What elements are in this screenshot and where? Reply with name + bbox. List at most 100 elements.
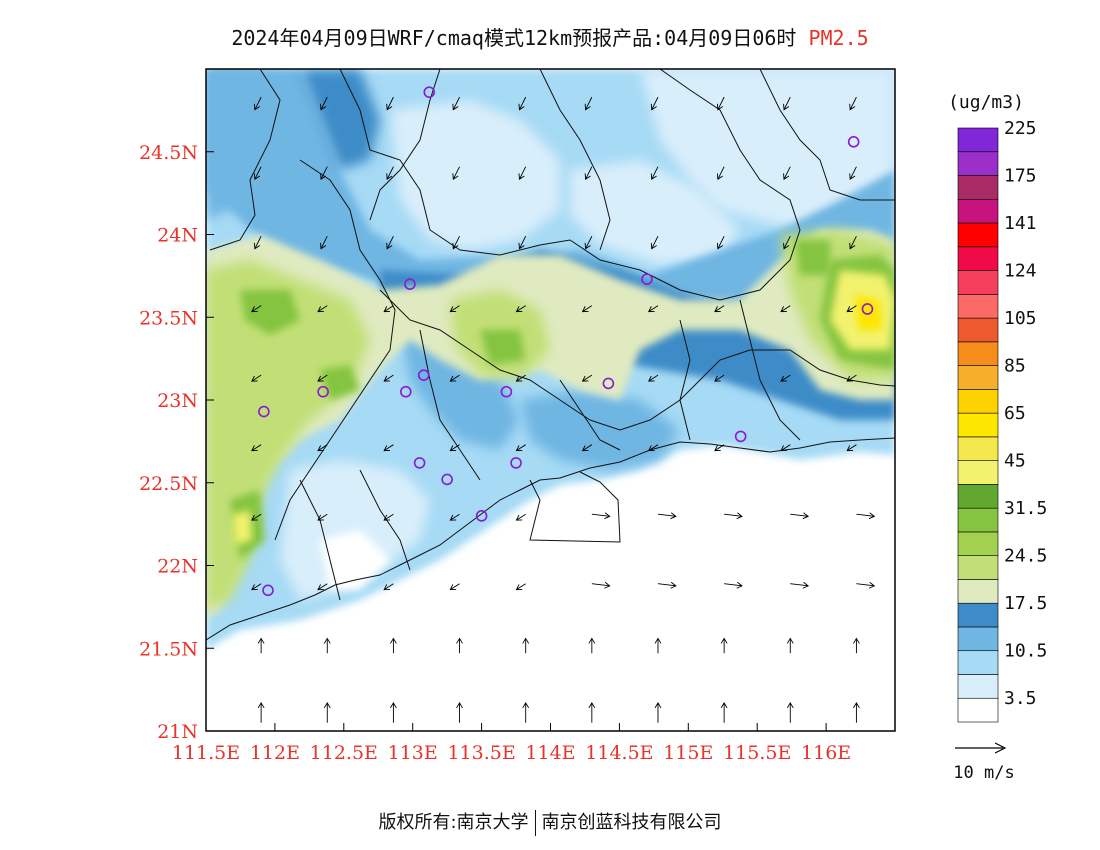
wind-arrow — [647, 444, 659, 452]
legend-swatch — [957, 531, 999, 556]
station-marker — [602, 377, 615, 390]
x-tick-label: 114.5E — [585, 742, 653, 764]
legend-swatch — [957, 555, 999, 580]
footer-right: 南京创蓝科技有限公司 — [541, 812, 722, 833]
wind-arrow — [654, 702, 662, 723]
wind-arrow — [714, 374, 725, 382]
wind-arrow — [846, 305, 857, 313]
legend-label: 65 — [1004, 403, 1026, 424]
station-marker — [861, 303, 874, 315]
wind-arrow — [383, 374, 394, 382]
wind-arrow — [515, 374, 526, 382]
wind-arrow — [522, 637, 530, 654]
wind-arrow — [320, 96, 328, 111]
wind-arrow — [257, 702, 265, 723]
wind-arrow — [518, 166, 527, 180]
y-tick-label: 22N — [157, 556, 198, 578]
wind-arrow — [584, 166, 593, 180]
station-marker — [258, 405, 270, 418]
wind-arrow — [253, 96, 262, 111]
legend-swatch — [957, 246, 999, 271]
wind-arrow — [320, 166, 328, 180]
wind-arrow — [783, 166, 791, 180]
wind-arrow — [786, 637, 794, 654]
legend-label: 124 — [1004, 261, 1037, 282]
legend-swatch — [957, 198, 999, 224]
station-marker — [423, 86, 436, 98]
footer-left: 版权所有:南京大学 — [378, 812, 529, 833]
wind-arrow — [323, 702, 331, 723]
wind-arrow — [386, 235, 394, 250]
wind-arrow — [251, 374, 262, 382]
wind-arrow — [849, 235, 857, 250]
x-tick-label: 115.5E — [723, 742, 791, 764]
color-legend: 3.5 10.5 17.5 24.5 31.5 45 65 85 105 124 141 175 225 — [957, 118, 1047, 723]
legend-label: 141 — [1004, 213, 1037, 234]
wind-arrow — [853, 637, 860, 654]
wind-arrow — [856, 512, 876, 520]
wind-arrow — [856, 581, 876, 589]
wind-arrow — [650, 166, 659, 180]
wind-arrow — [581, 444, 593, 452]
wind-arrow — [390, 637, 397, 654]
wind-arrow — [591, 581, 611, 589]
wind-arrow — [383, 305, 394, 313]
legend-swatch — [957, 579, 999, 604]
station-marker — [475, 510, 488, 522]
legend-swatch — [957, 222, 999, 248]
wind-arrow — [386, 96, 394, 111]
wind-arrow — [452, 96, 460, 111]
wind-arrow — [647, 374, 659, 382]
legend-swatch — [957, 697, 999, 723]
legend-label: 3.5 — [1004, 688, 1037, 709]
wind-arrow — [790, 512, 810, 520]
legend-swatch — [957, 674, 999, 699]
station-marker — [441, 473, 453, 486]
wind-arrow — [253, 166, 262, 180]
legend-swatch — [957, 389, 999, 414]
wind-arrow — [716, 166, 725, 180]
wind-arrow — [783, 96, 791, 111]
legend-label: 175 — [1004, 166, 1037, 187]
wind-arrow — [515, 305, 526, 313]
legend-swatch — [957, 294, 999, 319]
wind-arrow — [251, 583, 262, 591]
wind-arrow — [846, 374, 857, 382]
wind-arrow — [714, 444, 725, 452]
wind-arrow — [449, 374, 460, 382]
y-tick-label: 24N — [157, 225, 198, 247]
x-tick-label: 112.5E — [310, 742, 378, 764]
legend-swatch — [957, 626, 999, 652]
legend-swatch — [957, 317, 999, 343]
wind-arrow — [724, 581, 743, 589]
wind-arrow — [251, 444, 262, 452]
wind-arrow — [449, 444, 460, 452]
wind-arrow — [449, 305, 460, 313]
wind-arrow — [657, 512, 677, 520]
wind-arrow — [780, 444, 791, 452]
wind-arrow — [515, 513, 526, 521]
x-tick-label: 116E — [801, 742, 851, 764]
wind-arrow — [780, 305, 791, 313]
legend-label: 45 — [1004, 451, 1026, 472]
station-marker — [262, 584, 274, 597]
station-marker — [413, 457, 426, 469]
legend-unit: (ug/m3) — [948, 92, 1024, 113]
wind-arrow — [849, 166, 857, 180]
wind-reference-label: 10 m/s — [953, 763, 1014, 783]
wind-reference: 10 m/s — [953, 742, 1015, 783]
axis-ticks: 111.5E 112E 112.5E 113E 113.5E 114E 114.5E 115E… — [139, 142, 851, 764]
wind-arrow — [317, 513, 328, 521]
legend-label: 85 — [1004, 356, 1026, 377]
wind-arrow — [386, 166, 394, 180]
wind-arrow — [383, 444, 394, 452]
map-title: 2024年04月09日WRF/cmaq模式12km预报产品:04月09日06时 … — [0, 22, 1100, 51]
station-marker — [510, 457, 522, 469]
wind-arrow — [581, 305, 593, 313]
wind-arrow — [720, 637, 728, 654]
wind-arrow — [650, 235, 659, 250]
wind-arrow — [390, 702, 397, 723]
wind-arrow — [783, 235, 791, 250]
wind-arrow — [251, 305, 262, 313]
